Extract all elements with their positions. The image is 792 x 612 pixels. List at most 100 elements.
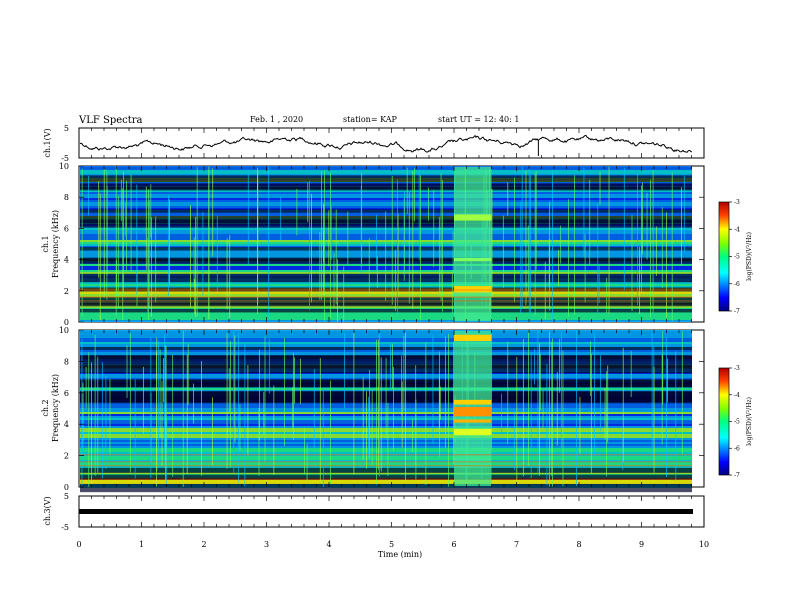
spectrogram-band: [80, 202, 692, 204]
ch1-spectrogram-channel-label: ch.1: [41, 235, 50, 252]
ch2-colorbar-label: log(PSD)(V²/Hz): [746, 397, 753, 446]
y-tick-label: 8: [64, 193, 69, 202]
spectrogram-gap: [80, 175, 692, 182]
ch2-colorbar-tick-label: -6: [734, 445, 740, 452]
x-tick-label: 10: [699, 540, 709, 549]
spectrogram-band: [80, 200, 692, 202]
y-tick-label: 5: [64, 124, 69, 133]
spectrogram-band: [80, 332, 692, 334]
spectrogram-band: [80, 316, 692, 318]
spectrogram-band: [80, 460, 692, 462]
colorbars: -3 -4 -5 -6 -7 log(PSD)(V²/Hz) -3 -4 -5 -6 -7 log(P…: [718, 199, 753, 479]
ch1-colorbar-tick-label: -5: [734, 254, 740, 261]
spectrogram-burst: [454, 167, 492, 321]
spectrogram-burst-band: [454, 419, 492, 423]
spectrogram-band: [80, 196, 692, 198]
figure-title: VLF Spectra: [78, 115, 143, 126]
spectrogram-band: [80, 312, 692, 314]
spectrogram-band: [80, 336, 692, 338]
spectrogram-band: [80, 452, 692, 454]
spectrogram-band: [80, 208, 692, 210]
spectrogram-band: [80, 342, 692, 344]
station-label: station= KAP: [343, 115, 398, 124]
spectrogram-band: [80, 172, 692, 174]
spectrogram-gap: [80, 308, 692, 313]
ch2-spectrogram-ylabel: Frequency (kHz): [51, 374, 60, 442]
ch3-waveform-ylabel: ch.3(V): [43, 496, 52, 525]
spectrogram-gap: [80, 183, 692, 190]
spectrogram-band: [80, 480, 692, 482]
ch2-colorbar-gradient: [718, 367, 730, 476]
spectrogram-band: [80, 330, 692, 332]
spectrogram-band: [80, 466, 692, 468]
spectrogram-band: [80, 352, 692, 354]
ch2-spectrogram: [80, 330, 692, 493]
spectrogram-band: [80, 438, 692, 440]
spectrogram-band: [80, 174, 692, 176]
spectrogram-gap: [80, 467, 692, 473]
spectrogram-band: [80, 472, 692, 474]
spectrogram-band: [80, 338, 692, 340]
y-tick-label: 10: [59, 162, 69, 171]
spectrogram-band: [80, 442, 692, 444]
spectrogram-band: [80, 456, 692, 458]
spectrogram-band: [80, 170, 692, 172]
spectrogram-band: [80, 344, 692, 346]
x-tick-label: 6: [451, 540, 456, 549]
spectrogram-band: [80, 446, 692, 448]
y-tick-label: -5: [61, 523, 69, 532]
y-tick-label: 6: [64, 224, 69, 233]
y-tick-label: 2: [64, 452, 69, 461]
y-tick-label: 0: [64, 318, 69, 327]
ch3-waveform-line: [79, 509, 693, 514]
spectrogram-band: [80, 444, 692, 446]
spectrogram-band: [80, 350, 692, 352]
ch1-colorbar-tick-label: -3: [734, 199, 740, 206]
spectrogram-band: [80, 314, 692, 316]
ch2-colorbar-tick-label: -5: [734, 419, 740, 426]
x-tick-label: 1: [139, 540, 144, 549]
spectrogram-burst-band: [454, 406, 492, 417]
y-tick-label: 8: [64, 357, 69, 366]
x-tick-label: 3: [264, 540, 269, 549]
y-tick-label: 4: [64, 420, 69, 429]
y-tick-label: 6: [64, 389, 69, 398]
y-tick-label: 2: [64, 287, 69, 296]
x-tick-label: 4: [326, 540, 331, 549]
date-label: Feb. 1 , 2020: [250, 115, 303, 124]
spectrogram-band: [80, 340, 692, 342]
ch1-spectrogram-ylabel: Frequency (kHz): [51, 210, 60, 278]
ch1-colorbar-label: log(PSD)(V²/Hz): [746, 232, 753, 281]
spectrogram-band: [80, 440, 692, 442]
spectrogram-band: [80, 192, 692, 194]
axes: 0 1 2 3 4 5 6 7 8 9 105-5024681002468105-5ch.1(V)c…: [41, 124, 709, 549]
ch1-waveform-line: [79, 134, 693, 153]
ch1-colorbar-tick-label: -6: [734, 281, 740, 288]
spectrogram-band: [80, 198, 692, 200]
ch3-waveform-panel: [79, 509, 693, 514]
start-time-label: start UT = 12: 40: 1: [438, 115, 519, 124]
spectrogram-gap: [80, 303, 692, 307]
y-tick-label: 5: [64, 492, 69, 501]
spectrogram-burst-band: [454, 286, 492, 293]
y-tick-label: 4: [64, 256, 69, 265]
spectrogram-band: [80, 482, 692, 484]
spectrogram-band: [80, 182, 692, 184]
ch2-colorbar-tick-label: -7: [734, 472, 740, 479]
spectrogram-band: [80, 458, 692, 460]
y-tick-label: 10: [59, 326, 69, 335]
spectrogram-gap: [80, 474, 692, 480]
spectrogram-gap: [80, 346, 692, 351]
spectrogram-band: [80, 194, 692, 196]
x-axis-label: Time (min): [378, 550, 422, 559]
spectrogram-burst-band: [454, 399, 492, 405]
spectrogram-gap: [80, 483, 692, 493]
spectrogram-burst-band: [454, 258, 492, 262]
spectrogram-band: [80, 206, 692, 208]
spectrogram-burst-band: [454, 334, 492, 341]
spectrogram-band: [80, 464, 692, 466]
ch2-colorbar-tick-label: -4: [734, 392, 740, 399]
spectrogram-band: [80, 448, 692, 450]
ch1-colorbar-tick-label: -4: [734, 226, 740, 233]
